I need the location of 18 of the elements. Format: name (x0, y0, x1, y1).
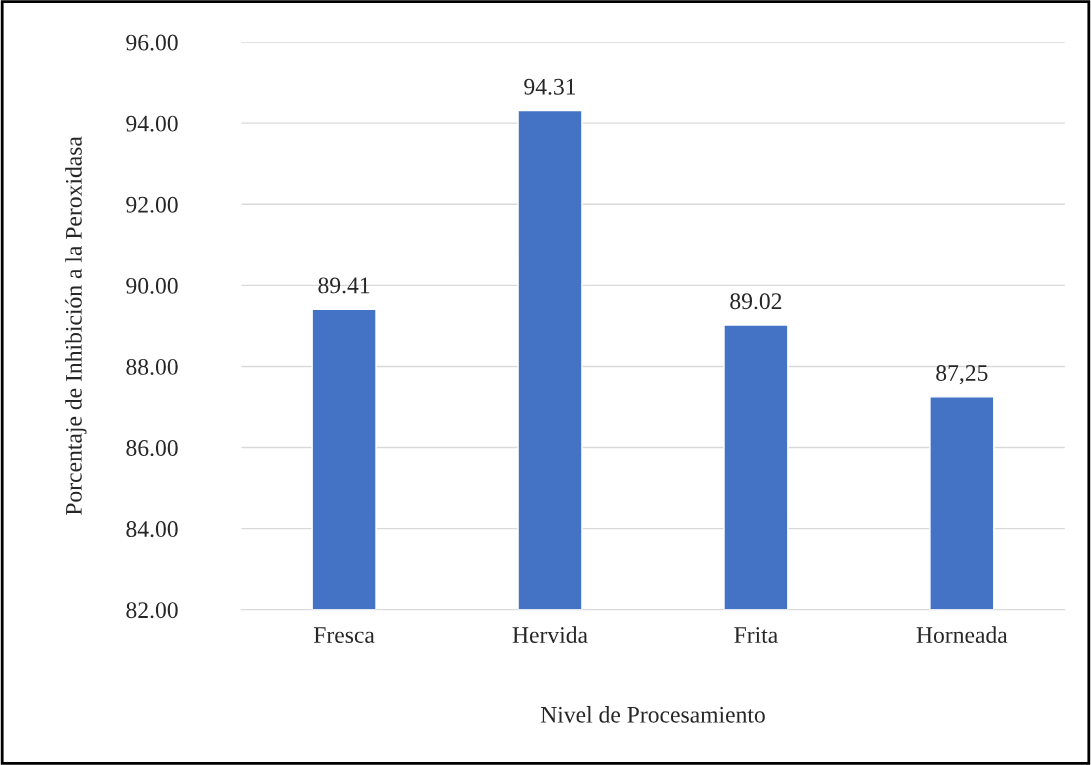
x-tick-label: Frita (734, 627, 778, 643)
y-tick-label: 88.00 (126, 358, 178, 375)
x-tick-label: Horneada (916, 626, 1008, 643)
data-label: 94.31 (524, 78, 576, 95)
x-tick-label: Hervida (512, 626, 588, 643)
data-label: 89.41 (318, 277, 370, 294)
y-axis-title: Porcentaje de Inhibición a la Peroxidasa (65, 136, 87, 516)
data-label: 87,25 (936, 365, 988, 385)
x-axis-title: Nivel de Procesamiento (540, 706, 765, 723)
y-tick-label: 82.00 (126, 602, 178, 619)
y-tick-label: 90.00 (126, 277, 178, 294)
data-label: 89.02 (730, 293, 782, 310)
y-tick-label: 86.00 (126, 440, 178, 457)
y-tick-label: 92.00 (126, 196, 178, 213)
x-tick-label: Fresca (313, 627, 375, 643)
y-tick-label: 96.00 (126, 34, 178, 51)
y-tick-label: 84.00 (126, 521, 178, 538)
y-tick-label: 94.00 (126, 115, 178, 132)
